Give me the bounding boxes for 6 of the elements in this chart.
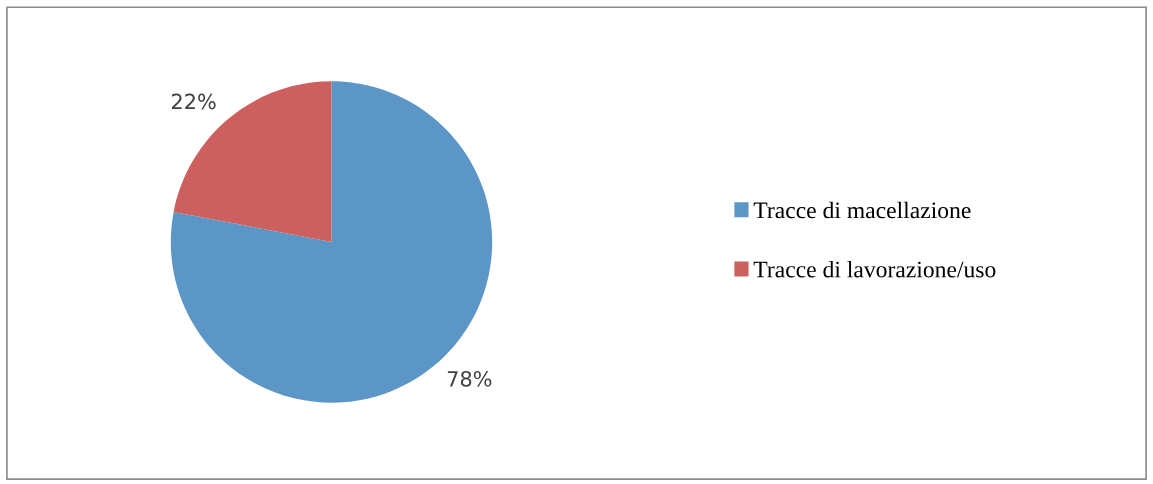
legend-label: Tracce di lavorazione/uso [753, 260, 996, 278]
pie-slice [173, 81, 332, 242]
legend-label: Tracce di macellazione [753, 201, 971, 219]
data-label: 78% [447, 370, 492, 387]
data-label: 22% [171, 93, 216, 110]
pie-slice [170, 81, 493, 403]
